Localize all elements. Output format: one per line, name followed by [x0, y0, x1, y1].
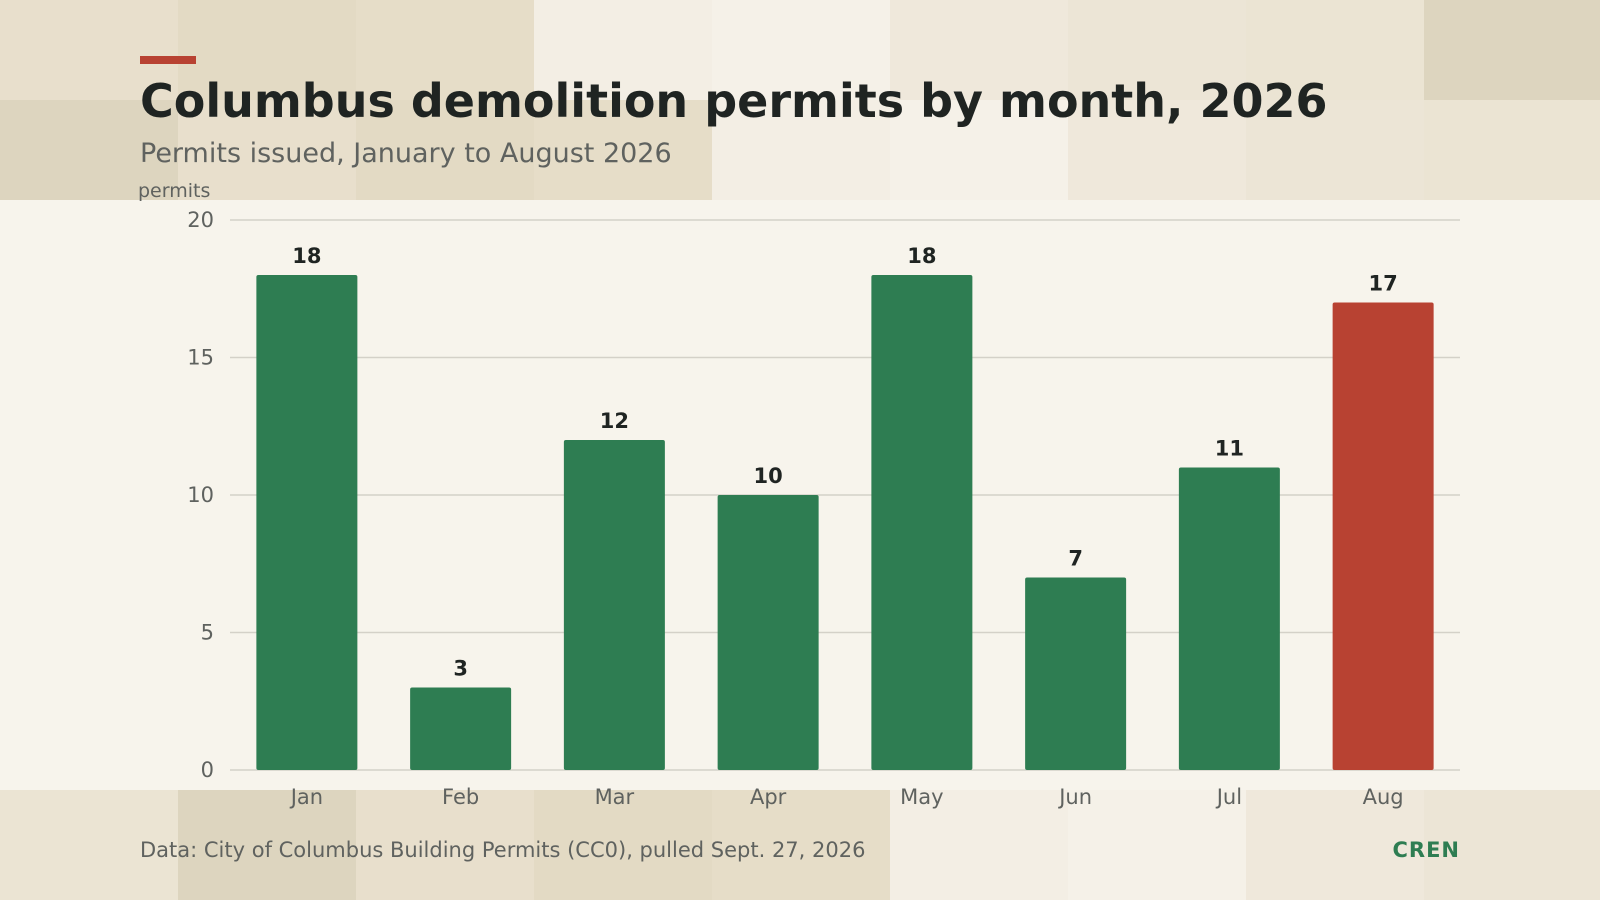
background-tile — [712, 790, 890, 900]
title-accent-bar — [140, 56, 196, 64]
background-tile — [534, 100, 712, 200]
x-tick-label: Jan — [289, 785, 323, 809]
x-tick-label: Apr — [750, 785, 787, 809]
background-tile — [1424, 0, 1600, 100]
background-tile — [1246, 100, 1424, 200]
brand-logo: CREN — [1392, 838, 1460, 862]
bar — [256, 275, 358, 770]
background-tile — [534, 790, 712, 900]
data-label: 18 — [907, 244, 936, 268]
chart-subtitle: Permits issued, January to August 2026 — [140, 138, 672, 169]
background-tile — [356, 100, 534, 200]
bar — [1332, 302, 1434, 770]
data-label: 12 — [600, 409, 629, 433]
data-label: 11 — [1215, 437, 1244, 461]
background-tile — [1068, 100, 1246, 200]
background-tile — [1246, 790, 1424, 900]
bar — [410, 687, 512, 770]
bar — [1025, 577, 1127, 770]
y-tick-label: 20 — [187, 208, 214, 232]
data-label: 7 — [1068, 547, 1083, 571]
background-tile — [1424, 100, 1600, 200]
background-tile — [1424, 790, 1600, 900]
y-tick-label: 5 — [201, 621, 214, 645]
source-note: Data: City of Columbus Building Permits … — [140, 838, 866, 862]
background-tile — [1068, 790, 1246, 900]
background-tile — [712, 100, 890, 200]
background-tile — [0, 100, 178, 200]
y-axis-unit-label: permits — [138, 180, 211, 202]
y-tick-label: 15 — [187, 346, 214, 370]
background-tile — [356, 0, 534, 100]
background-tile — [178, 790, 356, 900]
background-tile — [0, 0, 178, 100]
data-label: 17 — [1369, 272, 1398, 296]
background-tile — [712, 0, 890, 100]
data-label: 10 — [754, 464, 783, 488]
x-tick-label: Aug — [1363, 785, 1404, 809]
chart-title: Columbus demolition permits by month, 20… — [140, 74, 1328, 128]
bar — [563, 440, 665, 770]
background-tile — [1246, 0, 1424, 100]
x-tick-label: Jun — [1057, 785, 1092, 809]
background-tile — [534, 0, 712, 100]
bar — [717, 495, 819, 770]
x-tick-label: Feb — [442, 785, 479, 809]
bar — [871, 275, 973, 770]
background-tile — [0, 790, 178, 900]
background-tile — [356, 790, 534, 900]
background-tile — [178, 100, 356, 200]
y-tick-label: 10 — [187, 483, 214, 507]
bar — [1178, 467, 1280, 770]
x-tick-label: Jul — [1215, 785, 1242, 809]
x-tick-label: Mar — [595, 785, 635, 809]
background-tile — [890, 100, 1068, 200]
y-tick-label: 0 — [201, 758, 214, 782]
background-tile — [1068, 0, 1246, 100]
data-label: 3 — [453, 657, 468, 681]
background-tile — [890, 790, 1068, 900]
background-tile — [890, 0, 1068, 100]
x-tick-label: May — [900, 785, 943, 809]
data-label: 18 — [292, 244, 321, 268]
background-tile — [178, 0, 356, 100]
